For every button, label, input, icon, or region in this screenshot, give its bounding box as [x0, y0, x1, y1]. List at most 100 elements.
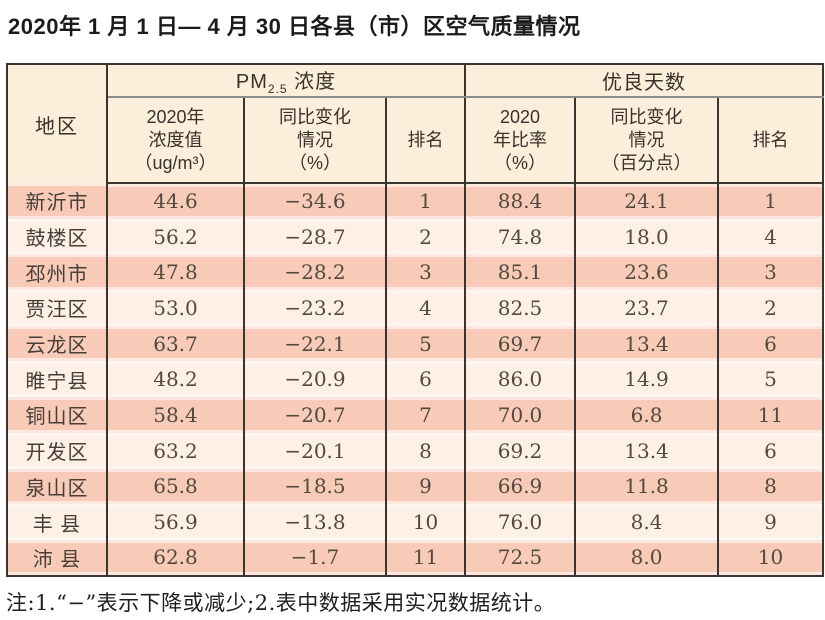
pm25-label-prefix: PM: [235, 71, 268, 93]
cell-pm-rank: 1: [384, 183, 467, 219]
cell-good-change: 11.8: [574, 468, 720, 505]
header-good-days-group: 优良天数: [464, 64, 825, 98]
cell-pm-value: 48.2: [106, 361, 245, 398]
cell-good-change: 13.4: [574, 325, 720, 362]
cell-pm-value: 53.0: [106, 290, 245, 326]
cell-pm-rank: 9: [384, 468, 467, 505]
cell-pm-change: −34.6: [243, 183, 387, 219]
cell-pm-value: 63.7: [106, 325, 245, 362]
header-line: 2020: [499, 106, 541, 127]
cell-good-rank: 1: [717, 183, 825, 219]
header-line: 情况: [628, 129, 665, 150]
header-line: （%）: [494, 152, 547, 173]
cell-pm-value: 56.2: [106, 218, 245, 255]
cell-pm-value: 47.8: [106, 254, 245, 291]
cell-pm-value: 65.8: [106, 468, 245, 505]
cell-good-change: 24.1: [574, 183, 720, 219]
cell-region: 邳州市: [6, 254, 108, 291]
cell-pm-change: −28.2: [243, 254, 387, 291]
cell-good-rate: 70.0: [464, 397, 577, 433]
air-quality-table: 地区 PM2.5 浓度 优良天数 2020年 浓度值 （ug/m³） 同比变化 …: [6, 63, 825, 577]
cell-good-rank: 11: [717, 397, 825, 433]
cell-region: 贾汪区: [6, 290, 108, 326]
pm25-label-suffix: 浓度: [287, 71, 337, 93]
cell-pm-change: −20.9: [243, 361, 387, 398]
cell-pm-rank: 8: [384, 432, 467, 469]
cell-good-rank: 10: [717, 539, 825, 576]
cell-region: 沛 县: [6, 539, 108, 576]
table-row: 开发区 63.2 −20.1 8 69.2 13.4 6: [6, 432, 825, 469]
table-row: 云龙区 63.7 −22.1 5 69.7 13.4 6: [6, 325, 825, 362]
cell-region: 云龙区: [6, 325, 108, 362]
cell-good-rank: 6: [717, 432, 825, 469]
cell-good-change: 18.0: [574, 218, 720, 255]
cell-good-rate: 86.0: [464, 361, 577, 398]
cell-pm-value: 44.6: [106, 183, 245, 219]
header-good-rate: 2020 年比率 （%）: [464, 97, 577, 184]
header-line: 排名: [407, 129, 444, 150]
cell-good-rate: 66.9: [464, 468, 577, 505]
cell-good-rank: 4: [717, 218, 825, 255]
cell-region: 鼓楼区: [6, 218, 108, 255]
cell-pm-change: −18.5: [243, 468, 387, 505]
cell-good-change: 23.6: [574, 254, 720, 291]
cell-pm-value: 63.2: [106, 432, 245, 469]
table-row: 睢宁县 48.2 −20.9 6 86.0 14.9 5: [6, 361, 825, 398]
cell-pm-rank: 3: [384, 254, 467, 291]
header-line: （%）: [288, 152, 341, 173]
cell-good-rate: 74.8: [464, 218, 577, 255]
cell-good-rate: 69.2: [464, 432, 577, 469]
cell-region: 开发区: [6, 432, 108, 469]
cell-pm-rank: 11: [384, 539, 467, 576]
cell-good-rank: 2: [717, 290, 825, 326]
header-good-change: 同比变化 情况 （百分点）: [574, 97, 720, 184]
header-line: 同比变化: [279, 106, 351, 127]
cell-good-change: 14.9: [574, 361, 720, 398]
header-line: （ug/m³）: [134, 152, 217, 173]
cell-good-change: 13.4: [574, 432, 720, 469]
cell-pm-change: −20.7: [243, 397, 387, 433]
header-pm-rank: 排名: [384, 97, 467, 184]
cell-good-rate: 72.5: [464, 539, 577, 576]
cell-region: 睢宁县: [6, 361, 108, 398]
cell-region: 泉山区: [6, 468, 108, 505]
cell-pm-change: −13.8: [243, 504, 387, 540]
header-line: 排名: [752, 129, 789, 150]
table-row: 丰 县 56.9 −13.8 10 76.0 8.4 9: [6, 504, 825, 540]
cell-pm-rank: 6: [384, 361, 467, 398]
cell-good-rank: 8: [717, 468, 825, 505]
cell-region: 铜山区: [6, 397, 108, 433]
header-region: 地区: [6, 64, 108, 183]
cell-pm-value: 58.4: [106, 397, 245, 433]
table-row: 铜山区 58.4 −20.7 7 70.0 6.8 11: [6, 397, 825, 433]
cell-pm-change: −28.7: [243, 218, 387, 255]
cell-pm-rank: 10: [384, 504, 467, 540]
cell-pm-change: −22.1: [243, 325, 387, 362]
cell-pm-rank: 5: [384, 325, 467, 362]
header-line: 年比率: [493, 129, 548, 150]
cell-good-rate: 69.7: [464, 325, 577, 362]
header-pm-change: 同比变化 情况 （%）: [243, 97, 387, 184]
cell-region: 丰 县: [6, 504, 108, 540]
cell-pm-rank: 4: [384, 290, 467, 326]
cell-good-rank: 9: [717, 504, 825, 540]
cell-good-rate: 82.5: [464, 290, 577, 326]
footnote: 注:1.“−”表示下降或减少;2.表中数据采用实况数据统计。: [6, 591, 556, 615]
cell-pm-change: −1.7: [243, 539, 387, 576]
table-row: 贾汪区 53.0 −23.2 4 82.5 23.7 2: [6, 290, 825, 326]
pm25-subscript: 2.5: [267, 82, 288, 96]
header-good-rank: 排名: [717, 97, 825, 184]
cell-good-rate: 88.4: [464, 183, 577, 219]
cell-good-rate: 76.0: [464, 504, 577, 540]
cell-pm-value: 56.9: [106, 504, 245, 540]
cell-pm-rank: 7: [384, 397, 467, 433]
header-line: （百分点）: [601, 152, 692, 173]
table-row: 沛 县 62.8 −1.7 11 72.5 8.0 10: [6, 539, 825, 576]
cell-good-change: 23.7: [574, 290, 720, 326]
cell-good-rank: 3: [717, 254, 825, 291]
table-row: 新沂市 44.6 −34.6 1 88.4 24.1 1: [6, 183, 825, 219]
header-pm25-group: PM2.5 浓度: [105, 64, 467, 98]
header-line: 2020年: [146, 106, 205, 127]
cell-good-rank: 6: [717, 325, 825, 362]
